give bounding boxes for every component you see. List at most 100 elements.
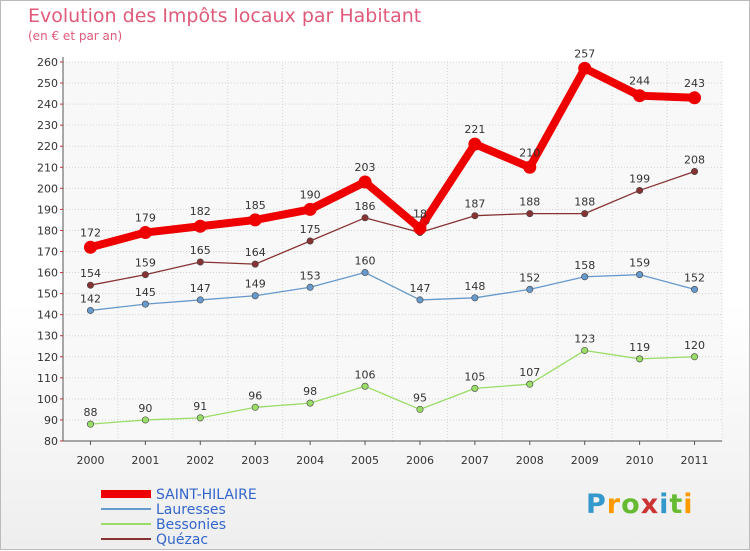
data-label: 244 bbox=[629, 75, 650, 88]
y-tick-label: 120 bbox=[37, 351, 58, 364]
data-label: 119 bbox=[629, 341, 650, 354]
logo-letter: P bbox=[586, 489, 607, 520]
data-label: 182 bbox=[190, 205, 211, 218]
data-label: 107 bbox=[519, 366, 540, 379]
logo-letter: x bbox=[640, 489, 660, 520]
legend-label: Quézac bbox=[156, 532, 208, 548]
data-label: 96 bbox=[248, 389, 262, 402]
data-point bbox=[361, 269, 369, 277]
x-tick-label: 2010 bbox=[626, 454, 654, 467]
data-point bbox=[196, 258, 204, 266]
data-point bbox=[138, 226, 152, 240]
data-label: 188 bbox=[574, 196, 595, 209]
data-point bbox=[141, 416, 149, 424]
data-label: 186 bbox=[355, 200, 376, 213]
x-tick-label: 2005 bbox=[351, 454, 379, 467]
data-label: 88 bbox=[83, 406, 97, 419]
data-label: 187 bbox=[464, 198, 485, 211]
x-tick-label: 2006 bbox=[406, 454, 434, 467]
data-label: 95 bbox=[413, 391, 427, 404]
data-label: 175 bbox=[300, 223, 321, 236]
data-label: 160 bbox=[355, 255, 376, 268]
data-label: 91 bbox=[193, 400, 207, 413]
data-point bbox=[193, 219, 207, 233]
data-label: 208 bbox=[684, 153, 705, 166]
data-label: 164 bbox=[245, 246, 266, 259]
chart-title: Evolution des Impôts locaux par Habitant bbox=[28, 5, 422, 27]
y-tick-label: 170 bbox=[37, 246, 58, 259]
data-point bbox=[416, 296, 424, 304]
x-tick-label: 2001 bbox=[131, 454, 159, 467]
data-label: 147 bbox=[190, 282, 211, 295]
y-tick-label: 210 bbox=[37, 161, 58, 174]
chart-subtitle: (en € et par an) bbox=[28, 29, 123, 43]
data-label: 159 bbox=[135, 257, 156, 270]
logo-letter: r bbox=[606, 489, 622, 520]
data-point bbox=[691, 285, 699, 293]
data-label: 257 bbox=[574, 47, 595, 60]
x-tick-label: 2003 bbox=[241, 454, 269, 467]
data-point bbox=[581, 273, 589, 281]
y-tick-label: 140 bbox=[37, 309, 58, 322]
data-label: 145 bbox=[135, 286, 156, 299]
data-point bbox=[248, 213, 262, 227]
data-point bbox=[581, 346, 589, 354]
data-label: 149 bbox=[245, 278, 266, 291]
y-tick-label: 160 bbox=[37, 267, 58, 280]
legend-label: Lauresses bbox=[156, 502, 226, 518]
data-point bbox=[691, 353, 699, 361]
data-point bbox=[471, 212, 479, 220]
x-tick-label: 2011 bbox=[681, 454, 709, 467]
data-point bbox=[361, 214, 369, 222]
y-tick-label: 250 bbox=[37, 77, 58, 90]
data-point bbox=[526, 380, 534, 388]
data-label: 142 bbox=[80, 292, 101, 305]
data-label: 18 bbox=[413, 207, 427, 220]
data-label: 123 bbox=[574, 332, 595, 345]
data-point bbox=[636, 186, 644, 194]
x-tick-label: 2004 bbox=[296, 454, 324, 467]
series-line-lauresses bbox=[89, 271, 696, 312]
data-label: 153 bbox=[300, 269, 321, 282]
data-label: 221 bbox=[464, 123, 485, 136]
data-point bbox=[691, 167, 699, 175]
data-label: 148 bbox=[464, 280, 485, 293]
data-point bbox=[361, 382, 369, 390]
data-point bbox=[306, 283, 314, 291]
logo-letter: i bbox=[683, 489, 694, 520]
data-point bbox=[358, 175, 372, 189]
data-point bbox=[251, 403, 259, 411]
data-label: 90 bbox=[138, 402, 152, 415]
y-tick-label: 90 bbox=[44, 414, 58, 427]
y-tick-label: 230 bbox=[37, 119, 58, 132]
legend-label: Bessonies bbox=[156, 517, 226, 533]
data-point bbox=[468, 137, 482, 151]
y-tick-label: 150 bbox=[37, 288, 58, 301]
y-tick-label: 180 bbox=[37, 224, 58, 237]
logo-letter: i bbox=[659, 489, 670, 520]
y-tick-label: 80 bbox=[44, 435, 58, 448]
data-label: 147 bbox=[409, 282, 430, 295]
x-tick-label: 2000 bbox=[76, 454, 104, 467]
data-point bbox=[636, 355, 644, 363]
data-point bbox=[416, 405, 424, 413]
data-point bbox=[636, 271, 644, 279]
series-line-bessonies bbox=[89, 349, 696, 425]
data-point bbox=[578, 61, 592, 75]
data-point bbox=[581, 210, 589, 218]
y-tick-label: 190 bbox=[37, 203, 58, 216]
y-tick-label: 220 bbox=[37, 140, 58, 153]
data-label: 120 bbox=[684, 339, 705, 352]
data-point bbox=[86, 281, 94, 289]
y-tick-label: 200 bbox=[37, 182, 58, 195]
data-label: 243 bbox=[684, 77, 705, 90]
data-label: 210 bbox=[519, 146, 540, 159]
series-line-quézac bbox=[89, 170, 696, 286]
x-tick-label: 2009 bbox=[571, 454, 599, 467]
data-point bbox=[83, 240, 97, 254]
data-point bbox=[526, 210, 534, 218]
data-label: 152 bbox=[684, 271, 705, 284]
data-label: 190 bbox=[300, 188, 321, 201]
y-tick-label: 240 bbox=[37, 98, 58, 111]
